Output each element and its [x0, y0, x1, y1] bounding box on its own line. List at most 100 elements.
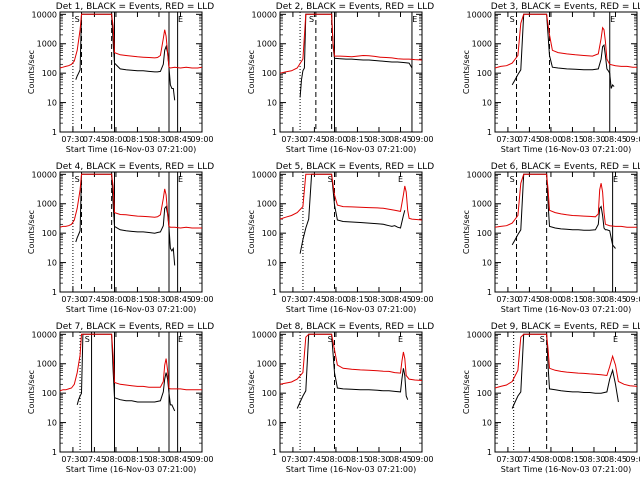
marker-label-end: E	[613, 335, 618, 344]
y-tick-label: 10000	[467, 170, 492, 179]
panel-det-7: Det 7, BLACK = Events, RED = LLD 1 10 100 10…	[27, 322, 214, 474]
y-axis-label: Counts/sec	[27, 50, 36, 94]
x-tick-label: 08:00	[539, 455, 562, 464]
panel-det-2: Det 2, BLACK = Events, RED = LLD 1 10 100 10…	[247, 2, 434, 154]
series-line-lld	[59, 173, 202, 229]
x-axis-label: Start Time (16-Nov-03 07:21:00)	[501, 305, 631, 314]
marker-label-start: S	[540, 335, 545, 344]
y-axis-label: Counts/sec	[462, 210, 471, 254]
x-axis-label: Start Time (16-Nov-03 07:21:00)	[501, 145, 631, 154]
series-line-events	[75, 13, 176, 101]
marker-label-end: E	[398, 335, 403, 344]
y-tick-label: 1000	[472, 40, 492, 49]
x-tick-label: 08:45	[604, 135, 627, 144]
y-tick-label: 10	[482, 99, 492, 108]
x-tick-label: 08:45	[389, 295, 412, 304]
x-tick-label: 08:15	[346, 135, 369, 144]
y-tick-label: 10	[47, 99, 57, 108]
panel-title: Det 3, BLACK = Events, RED = LLD	[491, 2, 640, 12]
marker-label-end: E	[178, 15, 183, 24]
y-tick-label: 100	[262, 69, 277, 78]
x-tick-label: 08:30	[147, 455, 170, 464]
panel-det-4: Det 4, BLACK = Events, RED = LLD 1 10 100 10…	[27, 162, 214, 314]
y-tick-label: 100	[262, 389, 277, 398]
y-tick-label: 100	[262, 229, 277, 238]
y-tick-label: 100	[477, 389, 492, 398]
series-line-lld	[279, 333, 423, 385]
y-axis-label: Counts/sec	[462, 50, 471, 94]
x-tick-label: 08:15	[126, 455, 149, 464]
y-tick-label: 1	[487, 448, 492, 457]
y-tick-label: 10000	[252, 330, 277, 339]
y-tick-label: 10	[267, 419, 277, 428]
x-tick-label: 08:15	[126, 295, 149, 304]
x-tick-label: 08:00	[539, 295, 562, 304]
marker-label-start: S	[75, 15, 80, 24]
x-tick-label: 07:45	[83, 295, 106, 304]
x-tick-label: 08:15	[561, 295, 584, 304]
x-tick-label: 07:45	[303, 135, 326, 144]
panel-det-9: Det 9, BLACK = Events, RED = LLD 1 10 100 10…	[462, 322, 640, 474]
x-tick-label: 08:45	[389, 135, 412, 144]
y-tick-label: 1000	[472, 360, 492, 369]
y-tick-label: 1000	[257, 360, 277, 369]
y-tick-label: 100	[42, 229, 57, 238]
y-tick-label: 100	[477, 69, 492, 78]
x-tick-label: 07:30	[61, 135, 84, 144]
x-axis-label: Start Time (16-Nov-03 07:21:00)	[286, 305, 416, 314]
x-tick-label: 07:30	[61, 295, 84, 304]
x-tick-label: 08:00	[104, 295, 127, 304]
x-tick-label: 08:00	[324, 295, 347, 304]
series-line-lld	[59, 333, 202, 392]
x-tick-label: 08:30	[582, 295, 605, 304]
x-tick-label: 08:30	[367, 295, 390, 304]
y-axis-label: Counts/sec	[27, 370, 36, 414]
x-tick-label: 08:00	[539, 135, 562, 144]
panel-title: Det 1, BLACK = Events, RED = LLD	[56, 2, 215, 12]
marker-label-start: S	[510, 175, 515, 184]
y-tick-label: 10	[47, 419, 57, 428]
x-axis-label: Start Time (16-Nov-03 07:21:00)	[66, 305, 196, 314]
y-tick-label: 10000	[32, 330, 57, 339]
series-line-events	[511, 333, 619, 409]
x-tick-label: 07:30	[496, 455, 519, 464]
y-tick-label: 10	[267, 259, 277, 268]
x-tick-label: 09:00	[410, 455, 433, 464]
marker-label-start: S	[510, 15, 515, 24]
panel-det-8: Det 8, BLACK = Events, RED = LLD 1 10 100 10…	[247, 322, 434, 474]
x-tick-label: 08:00	[104, 135, 127, 144]
plot-frame	[494, 331, 638, 453]
y-tick-label: 10000	[252, 10, 277, 19]
x-tick-label: 07:45	[518, 295, 541, 304]
series-line-events	[511, 173, 616, 249]
x-tick-label: 09:00	[410, 135, 433, 144]
x-tick-label: 08:30	[367, 135, 390, 144]
y-tick-label: 100	[42, 69, 57, 78]
panel-title: Det 5, BLACK = Events, RED = LLD	[276, 162, 435, 172]
plot-frame	[279, 11, 423, 133]
x-tick-label: 09:00	[625, 295, 640, 304]
y-axis-label: Counts/sec	[247, 50, 256, 94]
x-tick-label: 08:45	[604, 295, 627, 304]
panel-title: Det 8, BLACK = Events, RED = LLD	[276, 322, 435, 332]
x-axis-label: Start Time (16-Nov-03 07:21:00)	[286, 145, 416, 154]
y-tick-label: 1000	[37, 40, 57, 49]
x-tick-label: 08:45	[169, 135, 192, 144]
x-tick-label: 08:00	[324, 135, 347, 144]
marker-label-start: S	[75, 175, 80, 184]
panel-title: Det 9, BLACK = Events, RED = LLD	[491, 322, 640, 332]
y-tick-label: 10000	[467, 330, 492, 339]
panel-title: Det 4, BLACK = Events, RED = LLD	[56, 162, 215, 172]
x-tick-label: 08:15	[126, 135, 149, 144]
marker-label-start: S	[328, 175, 333, 184]
y-tick-label: 1000	[37, 200, 57, 209]
series-line-lld	[494, 333, 638, 389]
series-line-lld	[279, 13, 423, 74]
y-tick-label: 100	[42, 389, 57, 398]
x-tick-label: 07:30	[496, 135, 519, 144]
y-tick-label: 1	[272, 288, 277, 297]
x-tick-label: 09:00	[190, 295, 213, 304]
x-tick-label: 07:45	[303, 295, 326, 304]
y-tick-label: 1	[487, 128, 492, 137]
